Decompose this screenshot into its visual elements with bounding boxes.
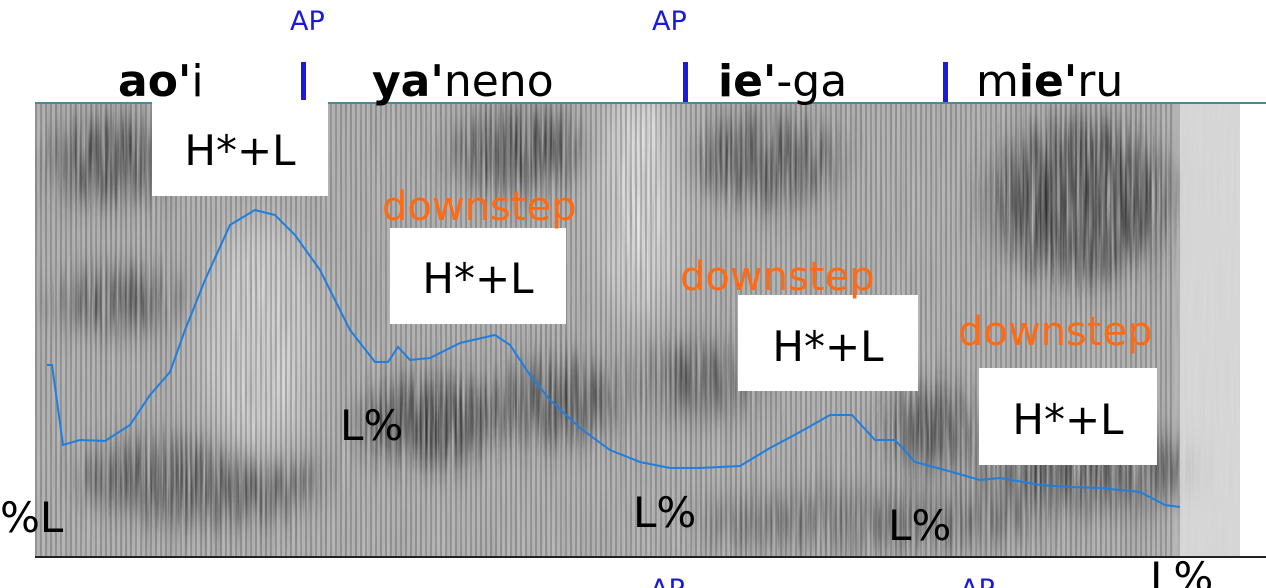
- boundary-label: L%: [633, 488, 696, 537]
- label-box: [152, 100, 328, 196]
- ap-label: AP: [960, 574, 995, 588]
- boundary-label: L%: [1150, 553, 1213, 588]
- downstep-label: downstep: [382, 184, 576, 230]
- downstep-label: downstep: [680, 254, 874, 300]
- ap-label: AP: [652, 6, 687, 37]
- word-part: i: [191, 56, 203, 107]
- accent-label: H*+L: [1012, 395, 1124, 444]
- label-box: [738, 295, 918, 391]
- label-box: [390, 228, 566, 324]
- word-part: m: [976, 56, 1019, 107]
- ap-label: AP: [290, 6, 325, 37]
- boundary-label: %L: [0, 493, 64, 542]
- word: ya'neno: [372, 56, 554, 107]
- word: ao'i: [118, 56, 204, 107]
- downstep-label: downstep: [958, 309, 1152, 355]
- pitch-contour: [47, 208, 1181, 508]
- word-part: neno: [444, 56, 554, 107]
- ap-boundary: [301, 62, 306, 102]
- accent-label: H*+L: [772, 322, 884, 371]
- word-part: ya': [372, 56, 444, 107]
- accent-label: H*+L: [422, 254, 534, 303]
- boundary-label: L%: [340, 401, 403, 450]
- ap-boundary: [943, 62, 948, 102]
- label-box: [979, 368, 1157, 465]
- ap-boundary: [683, 62, 688, 102]
- word-part: ao': [118, 56, 191, 107]
- word: mie'ru: [976, 56, 1123, 107]
- boundary-label: L%: [888, 501, 951, 550]
- word: ie'-ga: [718, 56, 847, 107]
- ap-label: AP: [650, 574, 685, 588]
- accent-label: H*+L: [184, 126, 296, 175]
- word-part: ie': [1019, 56, 1077, 107]
- word-part: ie': [718, 56, 776, 107]
- word-part: ru: [1077, 56, 1123, 107]
- word-part: -ga: [776, 56, 847, 107]
